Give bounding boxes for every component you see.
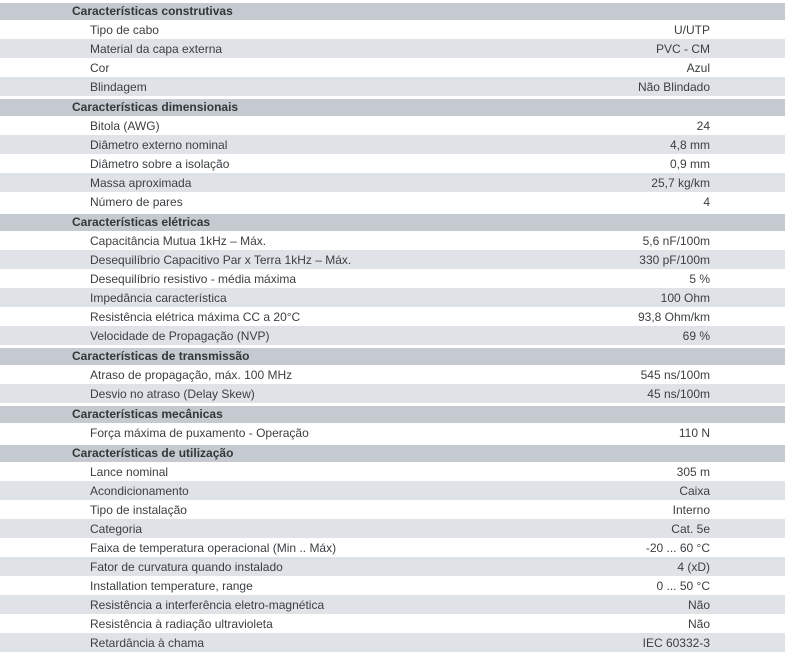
row-value: 330 pF/100m — [639, 252, 710, 267]
row-label: Massa aproximada — [90, 175, 192, 190]
row-value: 45 ns/100m — [647, 386, 710, 401]
spec-row: Impedância característica 100 Ohm — [0, 288, 785, 307]
section-header: Características dimensionais — [0, 99, 785, 116]
spec-row: Installation temperature, range 0 ... 50 … — [0, 576, 785, 595]
section-header: Características mecânicas — [0, 406, 785, 423]
spec-section: Características de transmissão Atraso de … — [0, 348, 785, 403]
row-label: Categoria — [90, 521, 143, 536]
row-value: 110 N — [678, 425, 710, 440]
row-label: Desequilíbrio Capacitivo Par x Terra 1kH… — [90, 252, 352, 267]
spec-section: Características mecânicas Força máxima de… — [0, 406, 785, 442]
row-label: Resistência a interferência eletro-magné… — [90, 597, 325, 612]
row-label: Lance nominal — [90, 464, 169, 479]
spec-row: Blindagem Não Blindado — [0, 77, 785, 96]
row-label: Faixa de temperatura operacional (Min ..… — [90, 540, 337, 555]
row-value: Não — [687, 597, 710, 612]
row-label: Número de pares — [90, 194, 183, 209]
row-label: Fator de curvatura quando instalado — [90, 559, 283, 574]
row-label: Resistência elétrica máxima CC a 20°C — [90, 309, 301, 324]
spec-row: Resistência elétrica máxima CC a 20°C 93,… — [0, 307, 785, 326]
row-label: Impedância característica — [90, 290, 227, 305]
row-value: 4 (xD) — [677, 559, 710, 574]
row-label: Desvio no atraso (Delay Skew) — [90, 386, 255, 401]
row-value: 93,8 Ohm/km — [637, 309, 710, 324]
section-header: Características de transmissão — [0, 348, 785, 365]
spec-row: Diâmetro externo nominal 4,8 mm — [0, 135, 785, 154]
row-label: Installation temperature, range — [90, 578, 253, 593]
spec-section: Características de utilização Lance nomin… — [0, 445, 785, 652]
spec-row: Número de pares 4 — [0, 192, 785, 211]
row-label: Bitola (AWG) — [90, 118, 160, 133]
row-label: Diâmetro externo nominal — [90, 137, 228, 152]
spec-row: Tipo de instalação Interno — [0, 500, 785, 519]
spec-row: Velocidade de Propagação (NVP) 69 % — [0, 326, 785, 345]
spec-row: Categoria Cat. 5e — [0, 519, 785, 538]
spec-row: Massa aproximada 25,7 kg/km — [0, 173, 785, 192]
row-value: IEC 60332-3 — [642, 635, 710, 650]
row-label: Diâmetro sobre a isolação — [90, 156, 230, 171]
row-label: Material da capa externa — [90, 41, 223, 56]
spec-row: Faixa de temperatura operacional (Min ..… — [0, 538, 785, 557]
spec-row: Acondicionamento Caixa — [0, 481, 785, 500]
row-value: Caixa — [679, 483, 710, 498]
row-value: U/UTP — [674, 22, 710, 37]
row-value: 100 Ohm — [660, 290, 710, 305]
spec-row: Desvio no atraso (Delay Skew) 45 ns/100m — [0, 384, 785, 403]
row-label: Atraso de propagação, máx. 100 MHz — [90, 367, 293, 382]
row-label: Força máxima de puxamento - Operação — [90, 425, 309, 440]
row-label: Resistência à radiação ultravioleta — [90, 616, 273, 631]
row-label: Capacitância Mutua 1kHz – Máx. — [90, 233, 267, 248]
spec-row: Desequilíbrio resistivo - média máxima 5 … — [0, 269, 785, 288]
row-label: Cor — [90, 60, 110, 75]
spec-row: Diâmetro sobre a isolação 0,9 mm — [0, 154, 785, 173]
row-value: 69 % — [682, 328, 710, 343]
spec-section: Características dimensionais Bitola (AWG)… — [0, 99, 785, 211]
row-value: 4 — [703, 194, 710, 209]
section-header: Características construtivas — [0, 3, 785, 20]
row-value: Azul — [686, 60, 710, 75]
spec-row: Resistência à radiação ultravioleta Não — [0, 614, 785, 633]
row-value: Não — [687, 616, 710, 631]
row-label: Desequilíbrio resistivo - média máxima — [90, 271, 297, 286]
spec-section: Características construtivas Tipo de cabo… — [0, 3, 785, 96]
spec-row: Capacitância Mutua 1kHz – Máx. 5,6 nF/100… — [0, 231, 785, 250]
row-value: 5,6 nF/100m — [642, 233, 710, 248]
row-value: 0,9 mm — [669, 156, 710, 171]
spec-row: Bitola (AWG) 24 — [0, 116, 785, 135]
row-value: 5 % — [689, 271, 710, 286]
spec-row: Força máxima de puxamento - Operação 110 … — [0, 423, 785, 442]
spec-row: Resistência a interferência eletro-magné… — [0, 595, 785, 614]
spec-row: Desequilíbrio Capacitivo Par x Terra 1kH… — [0, 250, 785, 269]
row-value: 24 — [696, 118, 710, 133]
spec-row: Material da capa externa PVC - CM — [0, 39, 785, 58]
spec-section: Características elétricas Capacitância Mu… — [0, 214, 785, 345]
row-label: Tipo de cabo — [90, 22, 159, 37]
spec-row: Cor Azul — [0, 58, 785, 77]
row-value: PVC - CM — [656, 41, 710, 56]
row-value: Não Blindado — [637, 79, 710, 94]
row-value: Interno — [672, 502, 710, 517]
spec-row: Lance nominal 305 m — [0, 462, 785, 481]
spec-row: Fator de curvatura quando instalado 4 (xD… — [0, 557, 785, 576]
row-value: 0 ... 50 °C — [656, 578, 711, 593]
row-value: Cat. 5e — [671, 521, 710, 536]
spec-row: Tipo de cabo U/UTP — [0, 20, 785, 39]
section-header: Características elétricas — [0, 214, 785, 231]
row-label: Velocidade de Propagação (NVP) — [90, 328, 270, 343]
row-value: 25,7 kg/km — [651, 175, 710, 190]
row-value: 545 ns/100m — [640, 367, 710, 382]
spec-row: Atraso de propagação, máx. 100 MHz 545 ns… — [0, 365, 785, 384]
row-label: Tipo de instalação — [90, 502, 187, 517]
row-label: Retardância à chama — [90, 635, 205, 650]
row-label: Blindagem — [90, 79, 147, 94]
row-value: 305 m — [676, 464, 710, 479]
row-label: Acondicionamento — [90, 483, 189, 498]
spec-row: Retardância à chama IEC 60332-3 — [0, 633, 785, 652]
section-header: Características de utilização — [0, 445, 785, 462]
spec-table: Características construtivas Tipo de cabo… — [0, 3, 785, 652]
row-value: -20 ... 60 °C — [645, 540, 710, 555]
row-value: 4,8 mm — [669, 137, 710, 152]
